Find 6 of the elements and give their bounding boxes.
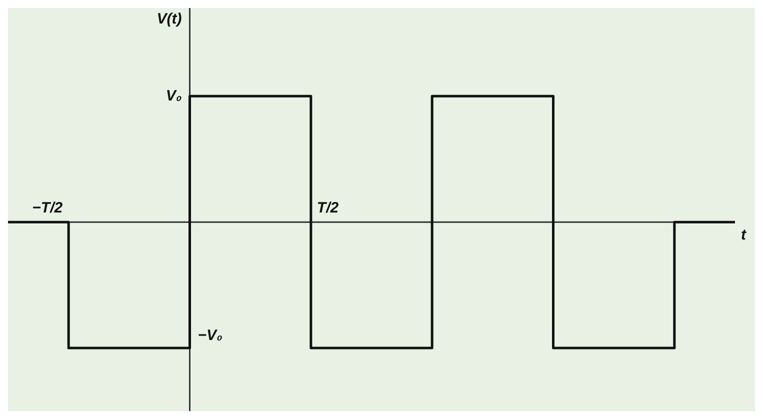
annotation: T/2 [316,200,340,217]
annotation: −V₀ [198,327,223,344]
annotation: V₀ [166,87,182,104]
annotation: −T/2 [32,200,64,217]
x-axis-title: t [741,226,747,244]
y-axis-title: V(t) [156,10,182,28]
